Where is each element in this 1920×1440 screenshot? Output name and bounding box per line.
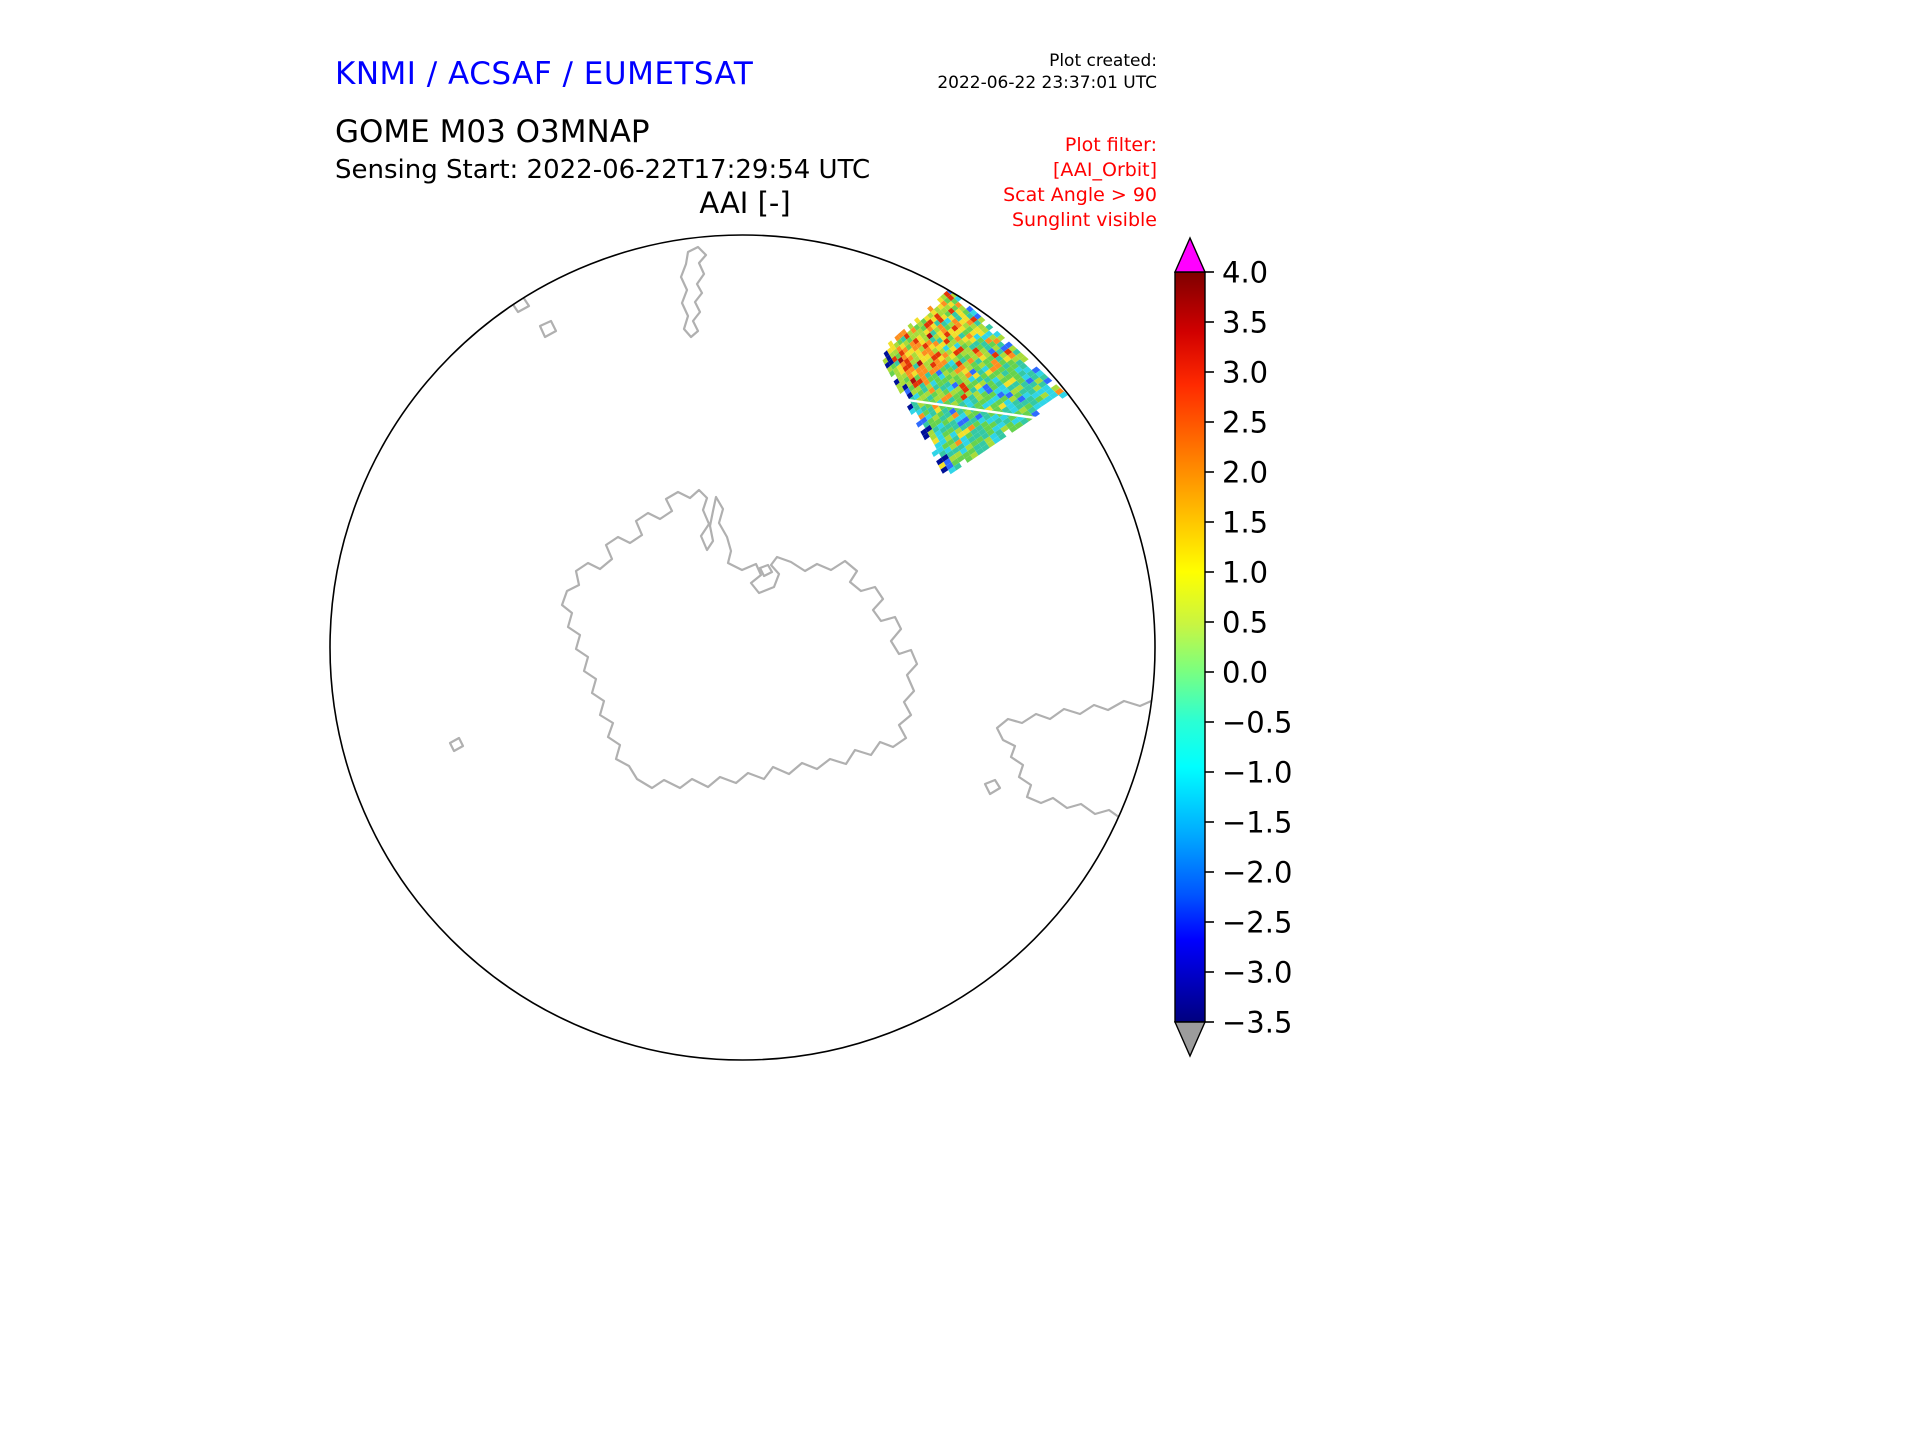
orbit-swath	[882, 288, 1068, 475]
colorbar-tick-label: 4.0	[1222, 255, 1268, 289]
coastline-1	[758, 563, 774, 578]
plot-filter-line-2: Scat Angle > 90	[1003, 184, 1157, 206]
colorbar-tick-label: −2.5	[1222, 905, 1292, 939]
colorbar-tick-label: −2.0	[1222, 855, 1292, 889]
colorbar: 4.0 3.5 3.0 2.5 2.0 1.5 1.0 0.5 0.0 −0.5 −1.0 −1.5 −…	[1173, 236, 1292, 1058]
colorbar-tick-label: 1.0	[1222, 555, 1268, 589]
colorbar-tick-label: 3.0	[1222, 355, 1268, 389]
coastline-7	[995, 696, 1155, 833]
colorbar-tick-label: 2.0	[1222, 455, 1268, 489]
agency-title: KNMI / ACSAF / EUMETSAT	[335, 56, 754, 92]
colorbar-over-arrow	[1173, 236, 1207, 273]
colorbar-gradient	[1174, 271, 1206, 1023]
coastlines	[448, 245, 1155, 871]
missing-scanline	[885, 395, 1051, 422]
product-title: GOME M03 O3MNAP	[335, 114, 650, 150]
coastline-6	[983, 778, 1002, 796]
plot-filter-line-0: Plot filter:	[1064, 134, 1157, 156]
coastline-0	[560, 488, 919, 790]
plot-created: Plot created: 2022-06-22 23:37:01 UTC	[937, 50, 1157, 94]
coastline-4	[538, 319, 558, 339]
colorbar-tick-label: 3.5	[1222, 305, 1268, 339]
polar-map-circle	[329, 234, 1156, 1061]
plot-created-label: Plot created:	[1049, 51, 1157, 71]
coastline-8	[1126, 848, 1155, 871]
colorbar-tick-label: −3.0	[1222, 955, 1292, 989]
colorbar-tick-label: 1.5	[1222, 505, 1268, 539]
colorbar-tick-label: −0.5	[1222, 705, 1292, 739]
colorbar-tick-label: −3.5	[1222, 1005, 1292, 1039]
plot-created-value: 2022-06-22 23:37:01 UTC	[937, 73, 1157, 93]
plot-quantity-title: AAI [-]	[699, 186, 791, 220]
coastline-2	[679, 245, 708, 339]
colorbar-tick-label: 0.0	[1222, 655, 1268, 689]
colorbar-tick-label: −1.0	[1222, 755, 1292, 789]
plot-filter-line-1: [AAI_Orbit]	[1052, 159, 1157, 181]
coastline-5	[448, 736, 465, 753]
colorbar-under-arrow	[1173, 1021, 1207, 1058]
colorbar-tick-label: 2.5	[1222, 405, 1268, 439]
plot-filter: Plot filter: [AAI_Orbit] Scat Angle > 90 Su…	[1003, 133, 1157, 233]
colorbar-tick-label: 0.5	[1222, 605, 1268, 639]
colorbar-tick-label: −1.5	[1222, 805, 1292, 839]
sensing-start: Sensing Start: 2022-06-22T17:29:54 UTC	[335, 155, 871, 185]
plot-filter-line-3: Sunglint visible	[1011, 209, 1157, 231]
